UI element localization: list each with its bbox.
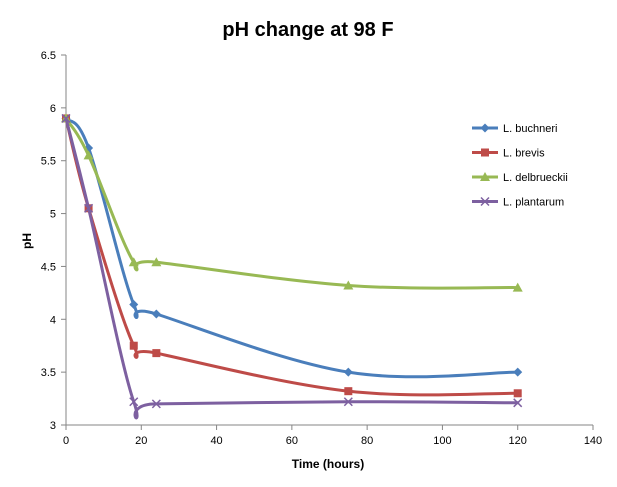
data-point [83,150,94,160]
series-layer [61,113,523,420]
y-tick-label: 3 [50,420,56,432]
y-tick-label: 4 [50,314,56,326]
series-line [64,116,520,379]
y-tick-label: 4.5 [41,261,56,273]
data-point [151,399,161,409]
x-tick-label: 40 [210,435,222,447]
data-point [129,397,139,407]
legend-marker [481,148,489,157]
data-point [513,398,523,408]
series-line [64,116,520,397]
y-tick-label: 5.5 [41,156,56,168]
data-point [513,389,522,398]
legend-item: L. buchneri [472,123,557,135]
legend-marker [480,123,490,133]
legend-marker [480,196,490,207]
y-tick-label: 5 [50,209,56,221]
data-point [344,387,353,396]
data-point [129,341,138,350]
legend-label: L. plantarum [503,197,564,209]
legend: L. buchneri L. brevis L. delbrueckii L. pla… [472,123,568,209]
legend-marker [480,172,490,181]
x-axis-title: Time (hours) [292,457,364,471]
data-point [128,257,139,267]
x-tick-label: 20 [135,435,147,447]
data-point [343,280,354,290]
data-point [129,299,139,309]
data-point [151,257,162,267]
y-tick-label: 3.5 [41,367,56,379]
x-tick-label: 0 [63,435,69,447]
series-4 [61,113,523,420]
y-tick-label: 6.5 [41,50,56,62]
x-tick-label: 60 [286,435,298,447]
legend-label: L. brevis [503,148,545,160]
data-point [343,367,353,377]
series-3 [61,113,523,292]
x-ticks: 0 20 40 60 80 100 120 140 [63,425,602,447]
data-point [61,113,71,123]
y-axis-title: pH [20,233,34,249]
data-point [152,349,161,358]
legend-item: L. delbrueckii [472,172,568,184]
data-point [343,397,353,407]
data-point [513,367,523,377]
data-point [84,203,94,213]
x-tick-label: 120 [509,435,527,447]
legend-item: L. plantarum [472,197,564,209]
y-ticks: 3 3.5 4 4.5 5 5.5 6 6.5 [41,50,66,432]
x-tick-label: 100 [433,435,451,447]
legend-label: L. buchneri [503,123,557,135]
chart-title: pH change at 98 F [222,19,393,41]
data-point [151,309,161,319]
x-tick-label: 140 [584,435,602,447]
legend-label: L. delbrueckii [503,172,568,184]
data-point [512,282,523,292]
x-tick-label: 80 [361,435,373,447]
legend-item: L. brevis [472,148,545,160]
y-tick-label: 6 [50,103,56,115]
